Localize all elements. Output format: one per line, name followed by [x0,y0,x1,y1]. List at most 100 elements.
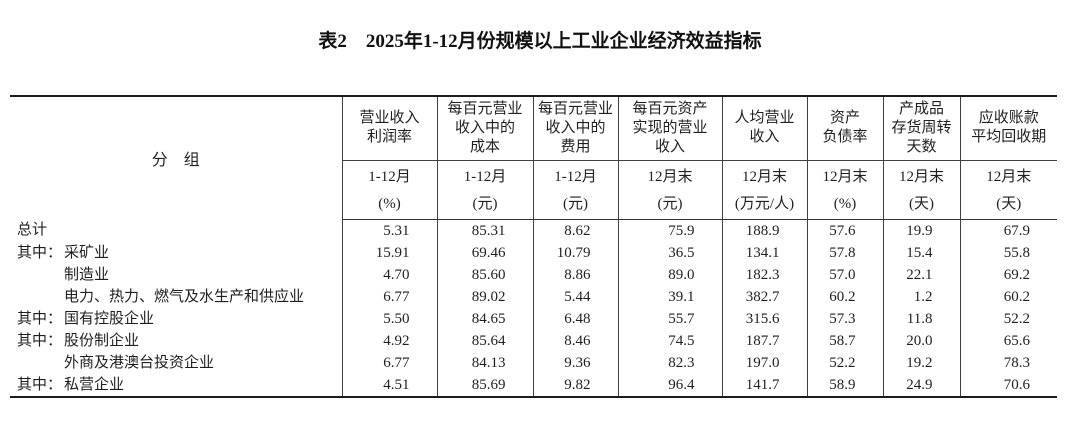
table-row-mining: 其中： 采矿业 15.91 69.46 10.79 36.5 134.1 57.8… [10,241,1057,264]
cell: 55.8 [959,241,1057,264]
row-prefix: 其中： [17,376,63,393]
row-prefix: 其中： [17,310,63,327]
cell: 8.46 [532,329,619,352]
row-prefix: 其中： [17,244,63,261]
cell: 57.6 [806,219,884,242]
cell: 15.4 [882,241,961,264]
cell: 69.46 [436,241,534,264]
cell: 1.2 [882,285,961,308]
unit-label: (元) [563,196,588,212]
cell: 52.2 [806,351,884,374]
table-row-manufacturing: 制造业 4.70 85.60 8.86 89.0 182.3 57.0 22.1… [10,263,1057,286]
cell: 315.6 [721,307,808,330]
cell: 85.69 [436,373,534,397]
table-row-private: 其中： 私营企业 4.51 85.69 9.82 96.4 141.7 58.9 … [10,373,1057,397]
cell: 9.36 [532,351,619,374]
cell: 78.3 [959,351,1057,374]
cell: 60.2 [959,285,1057,308]
cell: 19.2 [882,351,961,374]
table-row-state-owned: 其中： 国有控股企业 5.50 84.65 6.48 55.7 315.6 57.… [10,307,1057,330]
period-label: 12月末 [647,169,693,185]
cell: 4.92 [341,329,438,352]
cell: 19.9 [882,219,961,242]
row-label: 其中： 采矿业 [10,241,343,264]
cell: 6.77 [341,351,438,374]
period-label: 1-12月 [554,169,597,185]
table-row-foreign-invested: 外商及港澳台投资企业 6.77 84.13 9.36 82.3 197.0 52… [10,351,1057,374]
period-cell: 1-12月 (元) [436,160,534,220]
cell: 382.7 [721,285,808,308]
cell: 36.5 [617,241,723,264]
cell: 182.3 [721,263,808,286]
row-label-text: 电力、热力、燃气及水生产和供应业 [64,288,305,305]
col-header-profit-rate: 营业收入 利润率 [341,96,438,161]
cell: 187.7 [721,329,808,352]
period-cell: 12月末 (万元/人) [721,160,808,220]
cell: 89.0 [617,263,723,286]
header-row-period-unit: 1-12月 (%) 1-12月 (元) 1-12月 (元) 12月末 (元) 1… [10,160,1057,220]
unit-label: (天) [996,196,1022,212]
cell: 141.7 [721,373,808,397]
row-label-text: 采矿业 [64,244,110,261]
cell: 15.91 [341,241,438,264]
cell: 57.3 [806,307,884,330]
cell: 9.82 [532,373,619,397]
period-label: 1-12月 [463,169,507,185]
row-label: 制造业 [10,263,343,286]
cell: 8.62 [532,219,619,242]
cell: 58.9 [806,373,884,397]
cell: 82.3 [617,351,723,374]
row-prefix: 其中： [17,332,63,349]
cell: 197.0 [721,351,808,374]
cell: 188.9 [721,219,808,242]
cell: 57.0 [806,263,884,286]
table-row-total: 总计 5.31 85.31 8.62 75.9 188.9 57.6 19.9 … [10,219,1057,242]
cell: 65.6 [959,329,1057,352]
period-cell: 12月末 (%) [806,160,884,220]
cell: 85.60 [436,263,534,286]
group-column-header: 分 组 [10,96,343,219]
row-label-text: 总计 [17,222,48,239]
cell: 5.31 [341,219,438,242]
period-label: 12月末 [898,169,944,185]
row-label-text: 私营企业 [64,376,125,393]
cell: 8.86 [532,263,619,286]
row-label-text: 国有控股企业 [64,310,155,327]
col-header-inventory-days: 产成品 存货周转 天数 [882,96,961,161]
period-label: 12月末 [822,169,868,185]
period-label: 12月末 [986,169,1032,185]
unit-label: (万元/人) [734,196,795,212]
period-cell: 1-12月 (%) [342,160,438,220]
table-row-utilities: 电力、热力、燃气及水生产和供应业 6.77 89.02 5.44 39.1 38… [10,285,1057,308]
row-label: 外商及港澳台投资企业 [10,351,343,374]
unit-label: (元) [472,196,498,212]
cell: 74.5 [617,329,723,352]
cell: 58.7 [806,329,884,352]
statistics-table: 分 组 营业收入 利润率 每百元营业 收入中的 成本 每百元营业 收入中的 费用… [10,95,1057,398]
cell: 85.64 [436,329,534,352]
unit-label: (%) [833,196,857,212]
cell: 22.1 [882,263,961,286]
table-title: 表2 2025年1-12月份规模以上工业企业经济效益指标 [318,31,762,52]
period-label: 12月末 [741,169,787,185]
period-cell: 12月末 (天) [959,160,1057,220]
unit-label: (元) [657,196,683,212]
period-cell: 1-12月 (元) [532,160,619,220]
col-header-revenue-per-capita: 人均营业 收入 [721,96,808,161]
row-label-text: 制造业 [64,266,110,283]
period-label: 1-12月 [368,169,411,185]
cell: 39.1 [617,285,723,308]
cell: 75.9 [617,219,723,242]
row-label: 其中： 国有控股企业 [10,307,343,330]
period-cell: 12月末 (元) [617,160,723,220]
cell: 10.79 [532,241,619,264]
row-label: 其中： 私营企业 [10,373,343,397]
row-label: 总计 [10,219,343,242]
cell: 96.4 [617,373,723,397]
cell: 84.65 [436,307,534,330]
cell: 5.44 [532,285,619,308]
cell: 134.1 [721,241,808,264]
col-header-cost-per-100: 每百元营业 收入中的 成本 [436,96,534,161]
unit-label: (天) [909,196,934,212]
